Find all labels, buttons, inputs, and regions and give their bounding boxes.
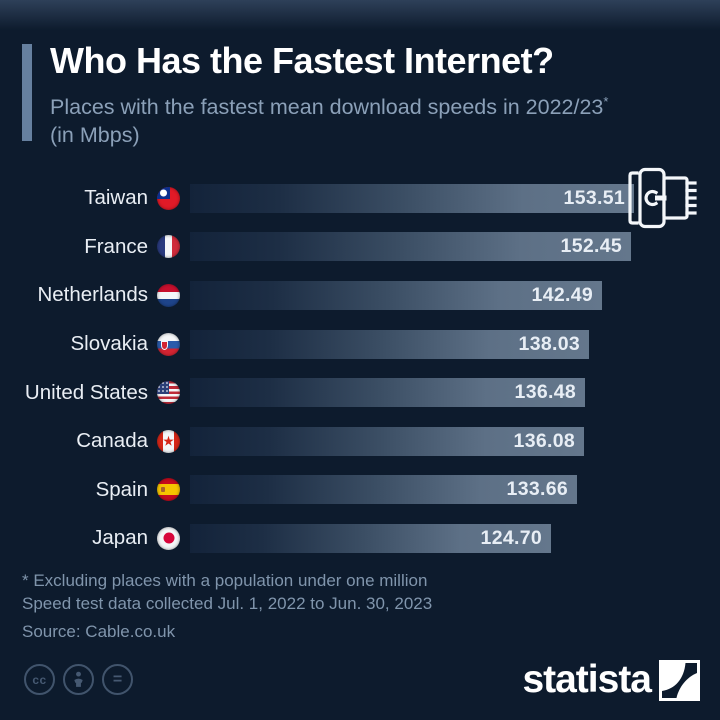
- country-label: Spain: [95, 477, 148, 501]
- country-label: United States: [24, 380, 148, 404]
- top-edge-highlight: [0, 0, 720, 30]
- bar-value: 136.48: [514, 381, 576, 404]
- france-flag-icon: [157, 235, 180, 259]
- bar-track: 136.08: [190, 426, 720, 456]
- cc-nd-icon: =: [102, 664, 133, 695]
- bar-value: 142.49: [531, 283, 593, 306]
- usa-flag-icon: [157, 381, 180, 405]
- bar-track: 142.49: [190, 280, 720, 310]
- bar-row: Slovakia 138.03: [0, 320, 720, 369]
- bar-row: Japan 124.70: [0, 514, 720, 563]
- subtitle-asterisk: *: [603, 94, 609, 109]
- footnote-line2: Speed test data collected Jul. 1, 2022 t…: [22, 594, 433, 613]
- slovakia-flag-icon: [157, 332, 180, 356]
- bar-row: France 152.45: [0, 223, 720, 272]
- bar-value: 153.51: [563, 186, 625, 209]
- country-label: Canada: [76, 429, 148, 453]
- country-label: France: [84, 234, 148, 258]
- bar-rows: Taiwan 153.51 France 152.45 Netherlands 142.4…: [0, 174, 720, 563]
- bar-track: 124.70: [190, 523, 720, 553]
- bar-row: Canada 136.08: [0, 417, 720, 466]
- spain-flag-icon: [157, 478, 180, 502]
- bar-row: Taiwan 153.51: [0, 174, 720, 223]
- cc-by-icon: [63, 664, 94, 695]
- statista-brand: statista: [522, 658, 700, 702]
- bar-track: 138.03: [190, 329, 720, 359]
- country-label: Netherlands: [37, 283, 148, 307]
- bar: 153.51: [190, 183, 634, 213]
- nd-icon-label: =: [112, 670, 123, 688]
- netherlands-flag-icon: [157, 283, 180, 307]
- bar-value: 152.45: [560, 235, 622, 258]
- subtitle-line2: (in Mbps): [50, 123, 140, 148]
- footnotes: * Excluding places with a population und…: [22, 569, 432, 643]
- country-label: Japan: [92, 526, 148, 550]
- country-label: Taiwan: [84, 186, 148, 210]
- japan-flag-icon: [157, 526, 180, 550]
- bar-track: 133.66: [190, 475, 720, 505]
- canada-flag-icon: [157, 429, 180, 453]
- bar-value: 133.66: [506, 478, 568, 501]
- bar-track: 152.45: [190, 232, 720, 262]
- bar: 136.48: [190, 378, 585, 408]
- taiwan-flag-icon: [157, 186, 180, 210]
- page-subtitle: Places with the fastest mean download sp…: [50, 88, 608, 149]
- bar-row: Netherlands 142.49: [0, 271, 720, 320]
- license-icons: cc =: [24, 664, 133, 695]
- bar: 124.70: [190, 523, 551, 553]
- bar: 136.08: [190, 426, 584, 456]
- title-accent-bar: [22, 44, 32, 141]
- cc-icon-label: cc: [32, 672, 47, 687]
- statista-wordmark: statista: [522, 658, 652, 701]
- bar: 142.49: [190, 280, 602, 310]
- bar-track: 136.48: [190, 378, 720, 408]
- bar-row: United States 136.48: [0, 368, 720, 417]
- bar: 152.45: [190, 232, 631, 262]
- bar-value: 136.08: [513, 429, 575, 452]
- source-line: Source: Cable.co.uk: [22, 622, 176, 641]
- subtitle-line1: Places with the fastest mean download sp…: [50, 95, 604, 120]
- bar-value: 124.70: [480, 526, 542, 549]
- statista-logo-icon: [659, 659, 700, 701]
- person-icon: [74, 671, 83, 687]
- country-label: Slovakia: [70, 332, 149, 356]
- cc-icon: cc: [24, 664, 55, 695]
- footnote-line1: * Excluding places with a population und…: [22, 571, 428, 590]
- bar-track: 153.51: [190, 183, 720, 213]
- bar: 138.03: [190, 329, 589, 359]
- page-title: Who Has the Fastest Internet?: [50, 40, 554, 81]
- ethernet-plug-icon: [628, 167, 697, 229]
- bar-row: Spain 133.66: [0, 466, 720, 515]
- bar-value: 138.03: [518, 332, 580, 355]
- bar: 133.66: [190, 475, 577, 505]
